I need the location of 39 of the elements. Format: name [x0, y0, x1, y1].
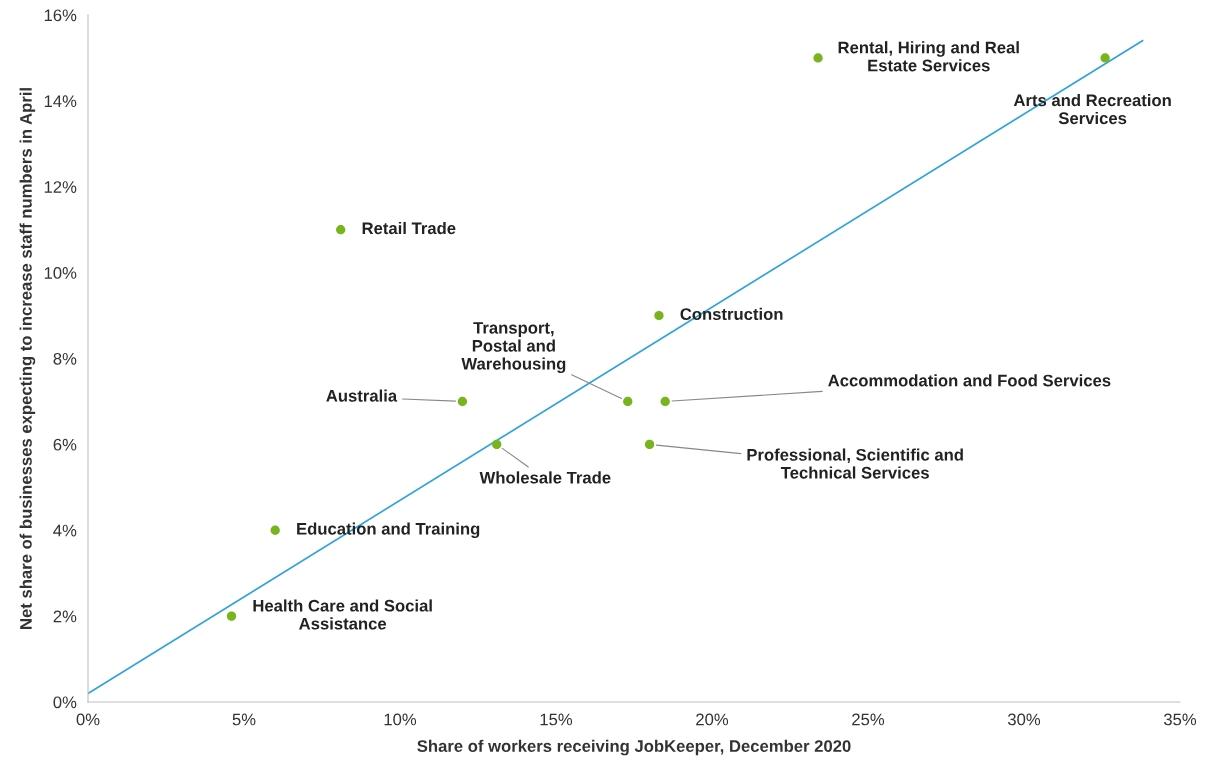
x-tick-label: 5% — [232, 713, 256, 726]
y-tick-label: 2% — [53, 610, 77, 623]
point — [226, 611, 237, 621]
annotation: Wholesale Trade — [479, 471, 611, 484]
annotation: Accommodation and Food Services — [828, 374, 1111, 387]
point — [654, 310, 664, 321]
point — [336, 225, 346, 235]
y-tick-label: 12% — [44, 181, 77, 193]
point — [457, 396, 468, 407]
point — [644, 439, 655, 450]
x-tick-label: 30% — [1007, 713, 1041, 726]
annotation: Rental, Hiring and Real Estate Services — [838, 41, 1019, 72]
y-tick-label: 0% — [53, 696, 77, 709]
point — [813, 53, 823, 63]
annotation: Arts and Recreation Services — [1013, 93, 1171, 125]
annotation: Retail Trade — [362, 221, 456, 235]
x-axis-title: Share of workers receiving JobKeeper, December 2020 — [417, 739, 851, 756]
y-tick-label: 14% — [44, 95, 77, 108]
x-tick-label: 35% — [1163, 713, 1197, 726]
x-tick-label: 15% — [540, 713, 573, 726]
y-tick-label: 8% — [53, 352, 77, 365]
y-tick-label: 6% — [53, 438, 77, 451]
y-tick-label: 4% — [53, 524, 77, 537]
point — [623, 396, 633, 407]
point — [1100, 53, 1110, 63]
y-tick-label: 10% — [44, 267, 77, 279]
x-tick-label: 20% — [696, 713, 729, 726]
x-tick-label: 0% — [76, 713, 100, 726]
y-axis-title: Net share of businesses expecting to increase staff numbers in April — [19, 88, 36, 629]
annotation: Transport, Postal and Warehousing — [461, 322, 566, 374]
point — [270, 525, 280, 535]
point — [492, 439, 502, 450]
x-tick-label: 10% — [384, 713, 417, 726]
point — [660, 396, 670, 407]
x-tick-label: 25% — [852, 713, 885, 726]
annotation: Australia — [326, 389, 398, 402]
annotation: Professional, Scientific and Technical Services — [747, 448, 963, 479]
annotation: Health Care and Social Assistance — [253, 599, 432, 630]
y-tick-label: 16% — [44, 9, 77, 22]
